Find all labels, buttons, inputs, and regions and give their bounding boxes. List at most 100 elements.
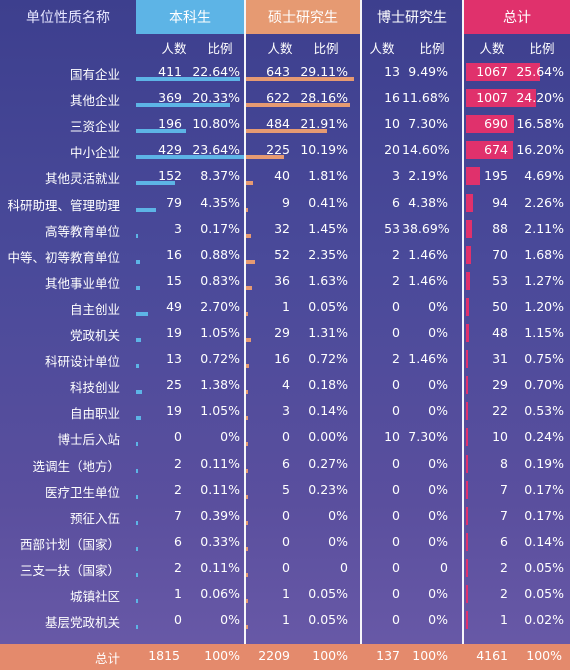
cell-ss-ratio: 0.05%	[308, 298, 348, 314]
cell-bs-count: 20	[384, 142, 400, 158]
cell-bs-count: 0	[392, 507, 400, 523]
cell-bk-count: 1	[174, 586, 182, 601]
cell-bk-count: 49	[166, 298, 182, 314]
cell-bk-ratio: 0.11%	[200, 481, 240, 497]
cell-ss-ratio: 0%	[328, 533, 348, 549]
cell-bs-ratio: 7.30%	[408, 116, 448, 132]
cell-bk-count: 429	[158, 142, 182, 158]
bar-master	[246, 285, 253, 290]
cell-ss-count: 40	[274, 168, 290, 184]
cell-ss-ratio: 0.72%	[308, 351, 348, 367]
bar-master	[246, 129, 328, 134]
bar-undergrad	[136, 364, 140, 369]
cell-zj-ratio: 2.26%	[524, 194, 564, 210]
column-divider	[462, 0, 464, 646]
cell-bs-ratio: 0%	[428, 507, 448, 523]
bar-master	[246, 599, 248, 603]
cell-zj-count: 10	[492, 429, 508, 445]
cell-bk-count: 2	[174, 455, 182, 471]
cell-bs-ratio: 0%	[428, 455, 448, 471]
cell-ss-count: 52	[274, 246, 290, 262]
cell-bk-ratio: 0.11%	[200, 559, 240, 575]
cell-bk-count: 16	[166, 246, 182, 262]
cell-zj-count: 8	[500, 455, 508, 471]
total-ss-count: 2209	[258, 648, 290, 663]
cell-ss-ratio: 0.05%	[308, 612, 348, 628]
row-label: 医疗卫生单位	[44, 484, 120, 500]
bar-undergrad	[136, 599, 138, 603]
cell-bs-count: 3	[392, 168, 400, 184]
cell-zj-ratio: 0.19%	[524, 455, 564, 471]
cell-ss-count: 1	[282, 298, 290, 314]
bar-undergrad	[136, 572, 138, 577]
sub-header-count: 人数	[369, 40, 395, 56]
bar-total	[466, 297, 470, 316]
cell-zj-count: 7	[500, 481, 508, 497]
cell-zj-ratio: 1.68%	[524, 246, 564, 262]
cell-ss-count: 6	[282, 455, 290, 471]
bar-undergrad	[136, 520, 138, 525]
bar-total	[466, 324, 470, 342]
cell-bs-count: 16	[384, 90, 400, 106]
row-label: 城镇社区	[69, 589, 120, 604]
cell-bk-ratio: 8.37%	[200, 168, 240, 184]
row-label: 自由职业	[69, 406, 120, 422]
bar-total	[466, 219, 473, 238]
bar-total	[466, 193, 473, 212]
bar-master	[246, 338, 251, 342]
cell-bk-count: 13	[166, 351, 182, 367]
cell-ss-ratio: 0.00%	[308, 429, 348, 445]
bar-undergrad	[136, 77, 241, 81]
cell-bk-count: 0	[174, 612, 182, 628]
cell-bk-ratio: 0.83%	[200, 272, 240, 288]
cell-bk-ratio: 0%	[220, 612, 240, 628]
cell-zj-ratio: 0.05%	[524, 586, 564, 601]
bar-total	[466, 245, 471, 264]
cell-zj-ratio: 0.02%	[524, 612, 564, 628]
cell-zj-ratio: 1.15%	[524, 325, 564, 340]
row-label: 高等教育单位	[44, 223, 120, 239]
bar-undergrad	[136, 494, 138, 499]
cell-bs-ratio: 14.60%	[402, 142, 450, 158]
cell-zj-ratio: 24.20%	[516, 90, 564, 106]
cell-bk-count: 6	[174, 533, 182, 549]
cell-ss-ratio: 2.35%	[308, 246, 348, 262]
cell-zj-ratio: 2.11%	[524, 220, 564, 236]
bar-undergrad	[136, 416, 141, 421]
cell-bs-ratio: 0	[440, 559, 448, 575]
bar-total	[466, 271, 470, 290]
cell-bs-ratio: 0%	[428, 403, 448, 419]
bar-master	[246, 207, 248, 212]
cell-ss-count: 0	[282, 429, 290, 445]
cell-ss-ratio: 0	[340, 559, 348, 575]
total-ss-ratio: 100%	[312, 648, 348, 663]
bar-master	[246, 416, 248, 421]
sub-header-count: 人数	[267, 40, 293, 56]
cell-bs-count: 2	[392, 246, 400, 262]
row-label: 西部计划（国家）	[19, 536, 120, 552]
bar-master	[246, 259, 255, 264]
cell-ss-ratio: 28.16%	[300, 90, 348, 106]
cell-ss-ratio: 0.05%	[308, 586, 348, 601]
cell-bk-count: 7	[174, 507, 182, 523]
cell-ss-count: 643	[266, 64, 290, 79]
cell-bk-ratio: 0%	[220, 429, 240, 445]
cell-zj-ratio: 1.27%	[524, 272, 564, 288]
sub-header-ratio: 比例	[529, 40, 555, 56]
cell-ss-ratio: 0.14%	[308, 403, 348, 419]
total-bs-count: 137	[376, 648, 400, 663]
cell-bs-count: 0	[392, 325, 400, 340]
cell-ss-count: 5	[282, 481, 290, 497]
cell-ss-count: 622	[266, 90, 290, 106]
cell-bk-count: 25	[166, 377, 182, 393]
total-zj-ratio: 100%	[526, 648, 562, 663]
bar-undergrad	[136, 285, 140, 290]
cell-zj-count: 31	[492, 351, 508, 367]
row-label: 国有企业	[69, 67, 120, 82]
cell-zj-ratio: 0.05%	[524, 559, 564, 575]
cell-bk-ratio: 0.39%	[200, 507, 240, 523]
total-label: 总计	[94, 651, 120, 666]
cell-ss-ratio: 0.27%	[308, 455, 348, 471]
bar-total	[466, 506, 468, 525]
header-doctor: 博士研究生	[377, 10, 447, 26]
